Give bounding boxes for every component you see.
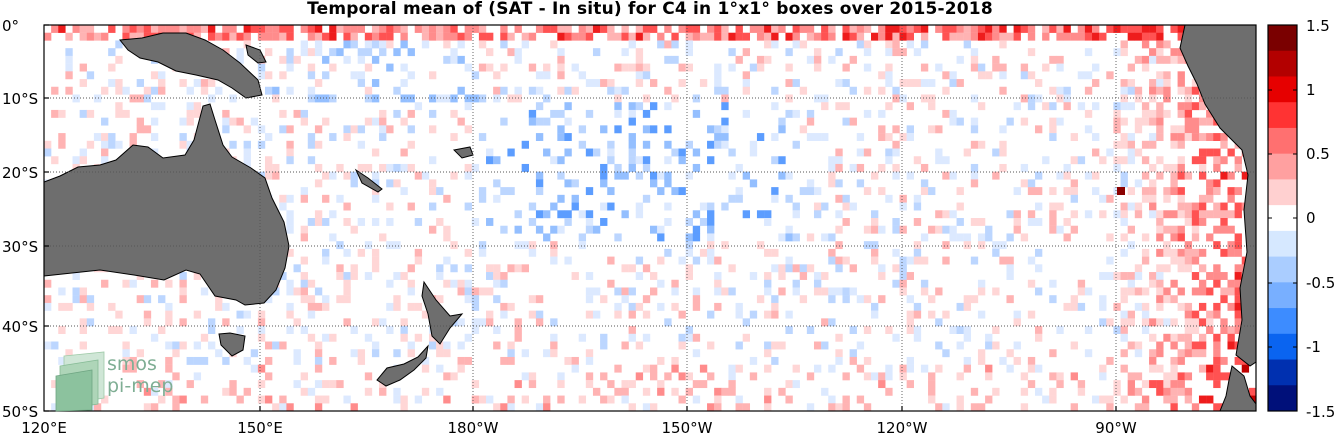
lon-label-150e: 150°E xyxy=(237,419,283,437)
colorbar-stop xyxy=(1268,359,1297,386)
colorbar-stop xyxy=(1268,308,1297,335)
australia-landmass xyxy=(44,103,290,306)
colorbar-label-1: 1 xyxy=(1306,81,1316,99)
new-zealand-north xyxy=(421,280,464,345)
lon-label-150w: 150°W xyxy=(661,419,713,437)
colorbar-stop xyxy=(1268,256,1297,283)
lat-label-10s: 10°S xyxy=(2,90,39,108)
south-america-landmass xyxy=(1179,25,1256,367)
new-guinea-landmass xyxy=(119,32,263,99)
logo-text-pi-mep: pi-mep xyxy=(107,375,174,397)
colorbar-stop xyxy=(1268,153,1297,180)
colorbar-label-0-5: 0.5 xyxy=(1306,145,1330,163)
new-caledonia xyxy=(354,168,383,193)
colorbar-stop xyxy=(1268,179,1297,206)
colorbar-stop xyxy=(1268,282,1297,309)
lat-label-40s: 40°S xyxy=(2,318,39,336)
new-zealand-south xyxy=(376,344,429,387)
colorbar-stop xyxy=(1268,230,1297,258)
lat-label-20s: 20°S xyxy=(2,164,39,182)
colorbar-label-1-5: 1.5 xyxy=(1306,17,1330,35)
map-frame xyxy=(43,24,1257,412)
logo-text-smos: smos xyxy=(107,353,157,375)
bismarck-islands xyxy=(245,44,267,64)
colorbar-stop xyxy=(1268,385,1297,412)
lon-label-120e: 120°E xyxy=(21,419,67,437)
colorbar-ticks xyxy=(1268,89,1297,348)
chile-southern-coast xyxy=(1219,365,1256,411)
lat-label-0: 0° xyxy=(2,17,20,35)
colorbar xyxy=(1268,25,1297,412)
lon-label-180w: 180°W xyxy=(447,419,499,437)
colorbar-stop xyxy=(1268,25,1297,52)
lat-label-50s: 50°S xyxy=(2,403,39,421)
colorbar-stop xyxy=(1268,50,1297,77)
colorbar-label-0: 0 xyxy=(1306,209,1316,227)
lon-label-120w: 120°W xyxy=(876,419,928,437)
colorbar-stop xyxy=(1268,76,1297,103)
colorbar-stop xyxy=(1268,127,1297,155)
colorbar-label-neg-1: -1 xyxy=(1306,338,1321,356)
land-masses xyxy=(44,25,1256,411)
smos-pi-mep-logo xyxy=(55,351,105,412)
lon-label-90w: 90°W xyxy=(1095,419,1137,437)
colorbar-stop xyxy=(1268,333,1297,361)
colorbar-stop xyxy=(1268,102,1297,129)
colorbar-stop xyxy=(1268,205,1297,232)
tasmania-landmass xyxy=(218,332,246,357)
colorbar-label-neg-0-5: -0.5 xyxy=(1306,274,1336,292)
axis-ticks xyxy=(44,24,1117,412)
graticule xyxy=(44,25,1256,411)
map-title: Temporal mean of (SAT - In situ) for C4 … xyxy=(307,0,993,19)
colorbar-label-neg-1-5: -1.5 xyxy=(1306,403,1336,421)
lat-label-30s: 30°S xyxy=(2,238,39,256)
